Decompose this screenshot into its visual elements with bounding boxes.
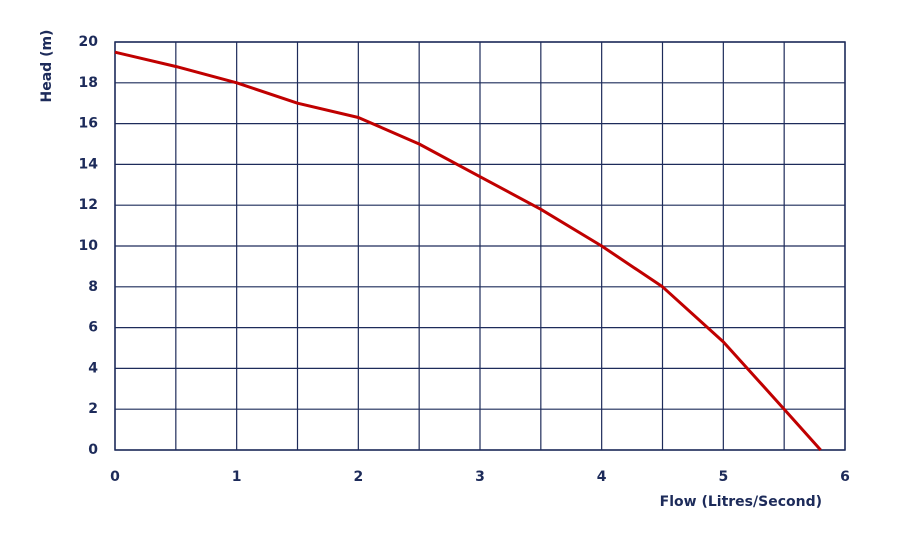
y-tick-label: 14 bbox=[79, 156, 99, 172]
x-tick-label: 0 bbox=[110, 469, 120, 485]
y-tick-label: 18 bbox=[79, 75, 98, 91]
x-tick-label: 6 bbox=[840, 469, 850, 485]
y-tick-label: 20 bbox=[79, 34, 99, 50]
x-tick-label: 5 bbox=[718, 469, 728, 485]
x-tick-label: 1 bbox=[232, 469, 242, 485]
x-tick-label: 3 bbox=[475, 469, 485, 485]
y-tick-label: 10 bbox=[79, 238, 99, 254]
x-tick-label: 4 bbox=[597, 469, 607, 485]
y-tick-label: 4 bbox=[88, 360, 98, 376]
y-tick-label: 0 bbox=[88, 442, 98, 458]
x-axis-label: Flow (Litres/Second) bbox=[660, 494, 822, 510]
y-axis-label: Head (m) bbox=[39, 30, 55, 103]
y-tick-label: 12 bbox=[79, 197, 98, 213]
y-tick-label: 8 bbox=[88, 279, 98, 295]
line-series bbox=[114, 50, 822, 452]
plot-border bbox=[114, 41, 846, 451]
y-tick-label: 2 bbox=[88, 401, 98, 417]
y-tick-label: 16 bbox=[79, 116, 98, 132]
y-tick-label: 6 bbox=[88, 320, 98, 336]
x-tick-label: 2 bbox=[353, 469, 363, 485]
